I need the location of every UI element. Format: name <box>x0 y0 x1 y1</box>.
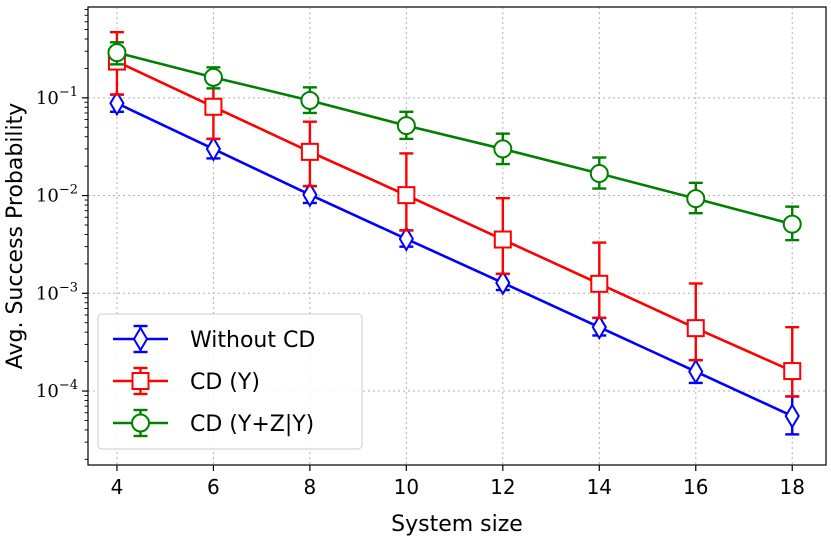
y-tick-base: 10 <box>36 381 59 402</box>
y-tick-base: 10 <box>36 283 59 304</box>
series-cd-y <box>107 30 802 398</box>
x-tick-label: 8 <box>304 475 317 499</box>
data-point-circle <box>589 164 609 184</box>
legend-item: CD (Y+Z|Y) <box>113 408 314 438</box>
y-tick-exponent: −1 <box>59 85 78 100</box>
data-point-square <box>204 97 223 116</box>
data-point-circle <box>396 116 416 136</box>
x-tick-label: 16 <box>683 475 708 499</box>
legend: Without CD CD (Y) CD (Y+Z|Y) <box>97 313 363 450</box>
series-cd-y-z-y <box>107 41 802 242</box>
x-tick-label: 18 <box>780 475 805 499</box>
data-point-diamond <box>205 135 222 162</box>
x-tick-label: 14 <box>587 475 612 499</box>
legend-marker-diamond <box>132 326 149 352</box>
data-point-square <box>493 230 512 249</box>
data-point-diamond <box>109 90 125 117</box>
data-point-circle <box>203 67 223 87</box>
y-axis-label: Avg. Success Probability <box>3 103 28 370</box>
x-axis-label: System size <box>391 512 523 537</box>
legend-item: Without CD <box>113 324 315 354</box>
x-axis: 4 6 8 10 12 14 16 18 <box>111 465 805 499</box>
y-tick-label: 10−1 <box>36 85 78 109</box>
data-point-circle <box>493 139 513 159</box>
x-tick-label: 6 <box>207 475 220 499</box>
series-line <box>116 51 793 226</box>
legend-label: CD (Y) <box>190 370 260 395</box>
data-point-square <box>300 142 319 161</box>
y-tick-exponent: −2 <box>59 183 78 198</box>
x-tick-label: 12 <box>490 475 515 499</box>
data-point-diamond <box>688 358 704 385</box>
y-axis: 10−110−210−310−4 <box>36 9 88 460</box>
series-line <box>116 60 793 373</box>
y-tick-label: 10−3 <box>36 280 78 304</box>
data-point-circle <box>300 90 320 110</box>
data-point-diamond <box>398 225 415 252</box>
data-point-square <box>686 319 705 338</box>
y-tick-label: 10−4 <box>36 378 78 402</box>
legend-marker-square <box>131 372 150 390</box>
y-tick-exponent: −4 <box>59 378 78 393</box>
series-without-cd <box>109 90 800 436</box>
y-tick-base: 10 <box>36 88 59 109</box>
x-tick-label: 4 <box>111 475 124 499</box>
legend-box <box>97 313 363 450</box>
y-tick-label: 10−2 <box>36 183 78 207</box>
series-layer <box>107 30 802 436</box>
data-point-square <box>590 274 609 293</box>
legend-label: CD (Y+Z|Y) <box>190 412 314 437</box>
data-point-diamond <box>302 181 318 208</box>
legend-marker-circle <box>131 413 150 433</box>
legend-item: CD (Y) <box>113 366 260 396</box>
data-point-diamond <box>784 403 800 429</box>
data-point-square <box>397 186 416 205</box>
plot-frame <box>87 6 827 466</box>
data-point-circle <box>686 189 706 209</box>
series-line <box>116 102 793 418</box>
data-point-diamond <box>591 314 607 341</box>
data-point-square <box>783 362 802 381</box>
data-point-diamond <box>495 269 511 296</box>
y-tick-exponent: −3 <box>59 280 78 295</box>
x-tick-label: 10 <box>394 475 419 499</box>
data-point-circle <box>782 214 802 234</box>
legend-label: Without CD <box>190 328 315 353</box>
y-tick-base: 10 <box>36 186 59 207</box>
data-point-circle <box>107 43 127 63</box>
